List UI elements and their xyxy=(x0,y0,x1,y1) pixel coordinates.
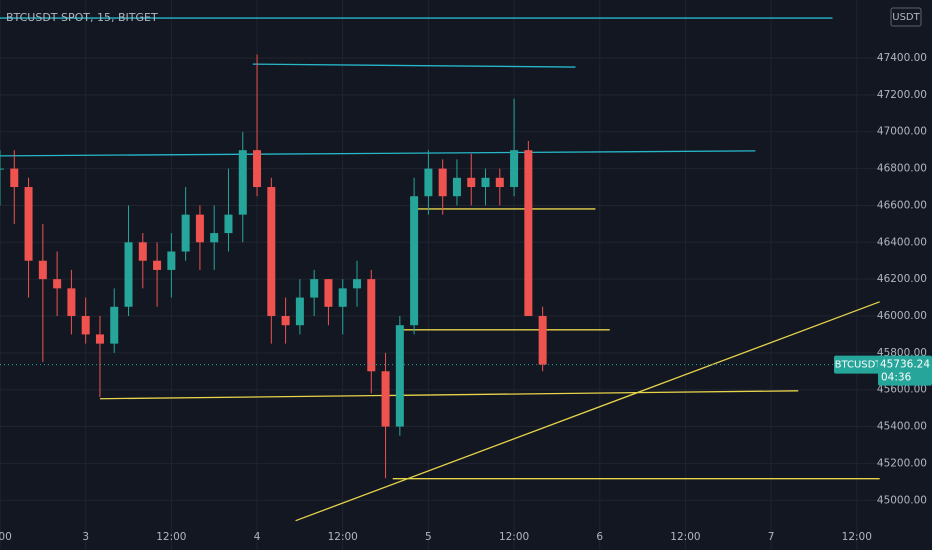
x-tick-label: 4 xyxy=(254,531,261,543)
candle-body xyxy=(324,279,333,307)
x-tick-label: 12:00 xyxy=(328,531,358,543)
candle-body xyxy=(524,150,533,316)
currency-badge[interactable] xyxy=(890,7,922,27)
x-tick-label: 12:00 xyxy=(842,531,872,543)
candle-body xyxy=(124,242,133,307)
candle-body xyxy=(24,187,33,261)
y-tick-label: 47000.00 xyxy=(877,126,927,138)
drawing-line xyxy=(252,63,576,68)
y-tick-label: 45200.00 xyxy=(877,457,927,469)
y-tick-label: 46600.00 xyxy=(877,199,927,211)
candle-body xyxy=(167,251,176,270)
countdown-label: 04:36 xyxy=(881,372,912,384)
candle-body xyxy=(267,187,276,316)
candle-body xyxy=(0,168,4,170)
drawing-line xyxy=(99,390,799,400)
candle-body xyxy=(481,177,490,188)
price-tag-label: 45736.24 xyxy=(880,359,930,371)
y-tick-label: 47200.00 xyxy=(877,89,927,101)
candle-body xyxy=(367,279,376,372)
candle-body xyxy=(153,260,162,270)
candle-body xyxy=(67,288,76,316)
y-tick-label: 47400.00 xyxy=(877,52,927,64)
candle-body xyxy=(195,214,204,243)
candle-body xyxy=(181,214,190,252)
candle-body xyxy=(538,315,547,365)
x-tick-label: 12:00 xyxy=(156,531,186,543)
x-tick-label: 12:00 xyxy=(670,531,700,543)
candle-body xyxy=(495,177,504,188)
y-tick-label: 46000.00 xyxy=(877,310,927,322)
symbol-tag xyxy=(834,355,882,374)
candle-body xyxy=(210,233,219,243)
candle-body xyxy=(338,288,347,307)
candle-body xyxy=(53,279,62,289)
x-tick-label: 7 xyxy=(768,531,775,543)
candle-body xyxy=(438,168,447,197)
x-tick-label: 5 xyxy=(425,531,432,543)
candle-body xyxy=(467,177,476,188)
y-tick-label: 45600.00 xyxy=(877,384,927,396)
y-tick-label: 46400.00 xyxy=(877,236,927,248)
candle-body xyxy=(353,279,361,289)
candle-body xyxy=(110,306,119,344)
price-axis xyxy=(885,0,932,550)
candle-body xyxy=(224,214,233,234)
candle-body xyxy=(452,177,461,197)
y-tick-label: 45000.00 xyxy=(877,494,927,506)
price-tag xyxy=(878,355,932,386)
candle-body xyxy=(38,260,47,280)
y-tick-label: 45400.00 xyxy=(877,421,927,433)
candle-body xyxy=(10,168,19,188)
candle-body xyxy=(253,150,262,188)
x-tick-label: 2:00 xyxy=(0,531,12,543)
candle-body xyxy=(410,196,419,326)
candle-body xyxy=(424,168,433,197)
x-tick-label: 6 xyxy=(596,531,603,543)
chart-title: BTCUSDT SPOT, 15, BITGET xyxy=(6,11,158,24)
drawing-line xyxy=(0,150,756,157)
currency-label[interactable]: USDT xyxy=(892,12,920,23)
candle-body xyxy=(510,150,519,188)
y-tick-label: 46200.00 xyxy=(877,273,927,285)
candle-body xyxy=(310,279,319,298)
y-tick-label: 46800.00 xyxy=(877,163,927,175)
candle-body xyxy=(381,371,390,427)
x-tick-label: 3 xyxy=(82,531,89,543)
candle-body xyxy=(281,315,290,326)
candle-body xyxy=(95,334,104,344)
drawing-line xyxy=(295,301,880,522)
x-tick-label: 12:00 xyxy=(499,531,529,543)
candle-body xyxy=(138,242,147,261)
candle-body xyxy=(81,315,90,335)
symbol-tag-label: BTCUSDT xyxy=(835,360,883,371)
candle-body xyxy=(395,325,404,427)
candle-body xyxy=(295,297,304,326)
candle-body xyxy=(238,150,247,215)
